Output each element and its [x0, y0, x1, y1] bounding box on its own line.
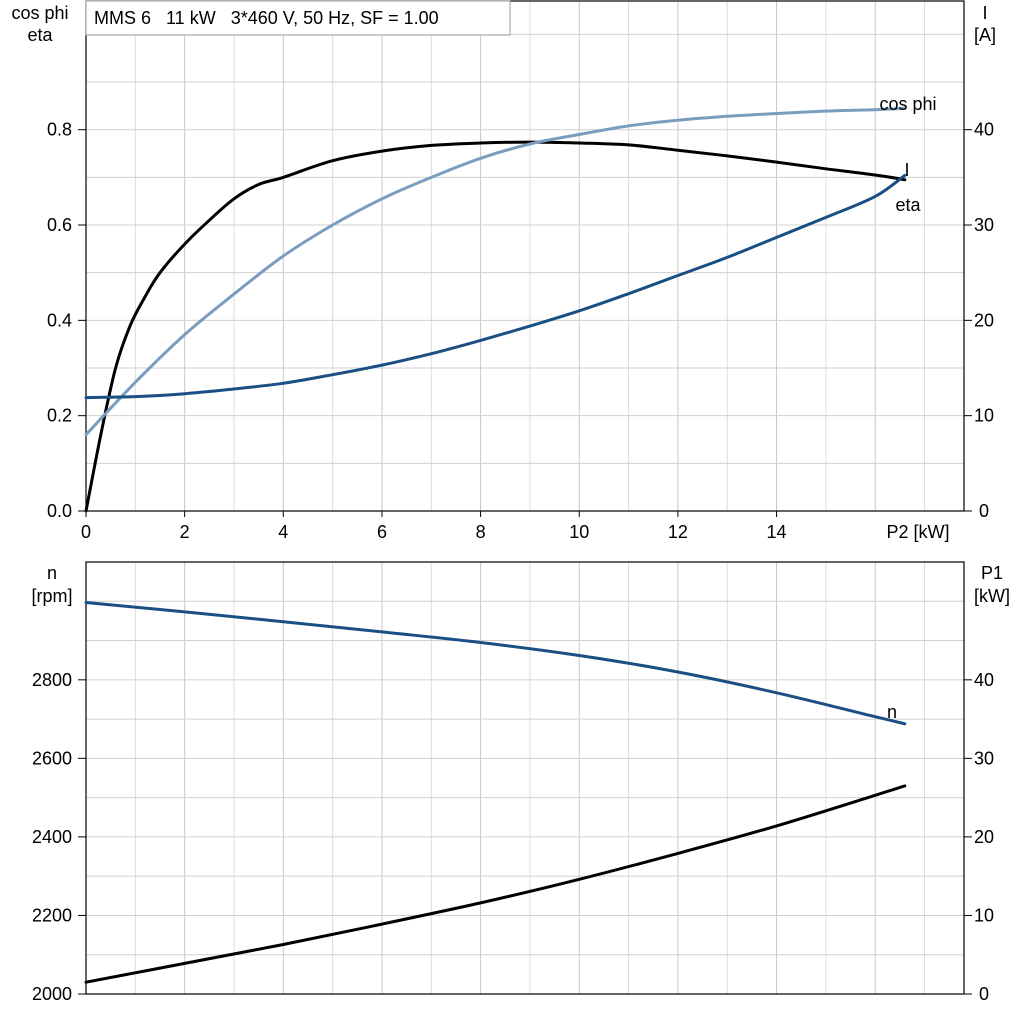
x-tick-label: 0 [81, 522, 91, 542]
right-tick-label: 0 [979, 984, 989, 1004]
left-tick-label: 2800 [32, 670, 72, 690]
left-tick-label: 0.4 [47, 310, 72, 330]
annotation-cos-phi: cos phi [879, 94, 936, 114]
series-line-eta [84, 140, 907, 513]
right-tick-label: 10 [974, 406, 994, 426]
annotation-n: n [887, 702, 897, 722]
curves [84, 106, 907, 984]
x-tick-label: 2 [180, 522, 190, 542]
x-tick-label: 12 [668, 522, 688, 542]
chart-title: MMS 6 11 kW 3*460 V, 50 Hz, SF = 1.00 [94, 8, 439, 28]
annotation-eta: eta [895, 195, 921, 215]
right-axis-label-line1: I [982, 3, 987, 23]
right-tick-label: 40 [974, 120, 994, 140]
bottom-right-axis-label-line1: P1 [981, 563, 1003, 583]
right-tick-label: 20 [974, 827, 994, 847]
bottom-plot-grid [85, 561, 965, 995]
left-tick-label: 0.2 [47, 406, 72, 426]
top-plot-grid [85, 0, 965, 512]
right-tick-label: 20 [974, 310, 994, 330]
annotation-i: I [904, 160, 909, 180]
left-tick-label: 2200 [32, 905, 72, 925]
right-tick-label: 30 [974, 748, 994, 768]
right-tick-label: 0 [979, 501, 989, 521]
right-tick-label: 10 [974, 905, 994, 925]
plot-frame [85, 561, 965, 995]
x-tick-label: 4 [278, 522, 288, 542]
bottom-right-axis-label-line2: [kW] [974, 586, 1010, 606]
left-tick-label: 2000 [32, 984, 72, 1004]
left-tick-label: 2600 [32, 748, 72, 768]
right-axis-label-line2: [A] [974, 25, 996, 45]
left-axis-label-line1: cos phi [11, 3, 68, 23]
left-tick-label: 0.0 [47, 501, 72, 521]
tick-labels: 0.0 0.2 0.4 0.6 0.8 0 10 20 30 40 0 2 4 6 8 10 12 14 2000 2… [32, 120, 994, 1004]
series-line-n [84, 601, 907, 726]
right-tick-label: 40 [974, 670, 994, 690]
x-tick-label: 6 [377, 522, 387, 542]
series-line-cos-phi [84, 106, 907, 437]
series-line-i [84, 173, 907, 400]
x-tick-label: 14 [767, 522, 787, 542]
x-tick-label: 8 [476, 522, 486, 542]
series-line-p1 [84, 784, 907, 984]
title-box [85, 0, 511, 36]
plot-frame [85, 0, 965, 512]
left-axis-label-line2: eta [27, 25, 53, 45]
right-tick-label: 30 [974, 215, 994, 235]
left-tick-label: 2400 [32, 827, 72, 847]
left-tick-label: 0.8 [47, 120, 72, 140]
left-tick-label: 0.6 [47, 215, 72, 235]
x-axis-label: P2 [kW] [886, 522, 949, 542]
bottom-left-axis-label-line1: n [47, 563, 57, 583]
x-tick-label: 10 [569, 522, 589, 542]
bottom-left-axis-label-line2: [rpm] [31, 586, 72, 606]
